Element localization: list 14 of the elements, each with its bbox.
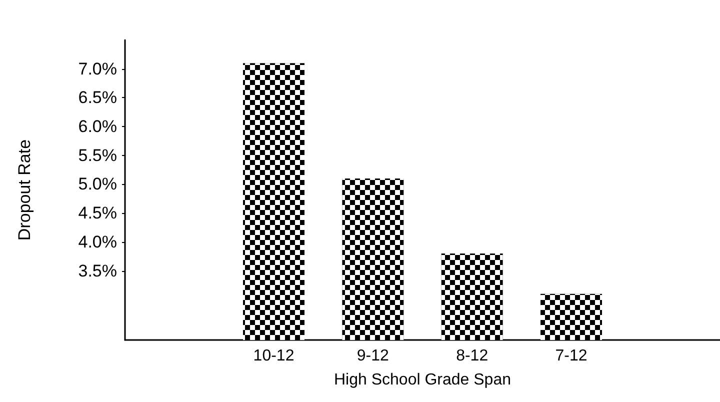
y-tick-label: 3.5% bbox=[78, 261, 117, 280]
y-tick-label: 5.0% bbox=[78, 174, 117, 194]
x-tick-label: 7-12 bbox=[555, 348, 588, 364]
y-tick-label: 6.0% bbox=[78, 117, 117, 136]
y-tick-label: 4.0% bbox=[78, 232, 117, 252]
y-tick-label: 5.5% bbox=[78, 146, 117, 165]
y-tick-label: 6.5% bbox=[78, 88, 117, 108]
x-axis-title: High School Grade Span bbox=[334, 372, 511, 388]
y-tick-label: 4.5% bbox=[78, 204, 117, 223]
y-axis-title: Dropout Rate bbox=[15, 139, 34, 241]
y-tick-label: 7.0% bbox=[78, 59, 117, 78]
x-tick-label: 8-12 bbox=[456, 348, 488, 364]
x-tick-label: 9-12 bbox=[356, 348, 390, 364]
x-tick-label: 10-12 bbox=[253, 348, 294, 364]
